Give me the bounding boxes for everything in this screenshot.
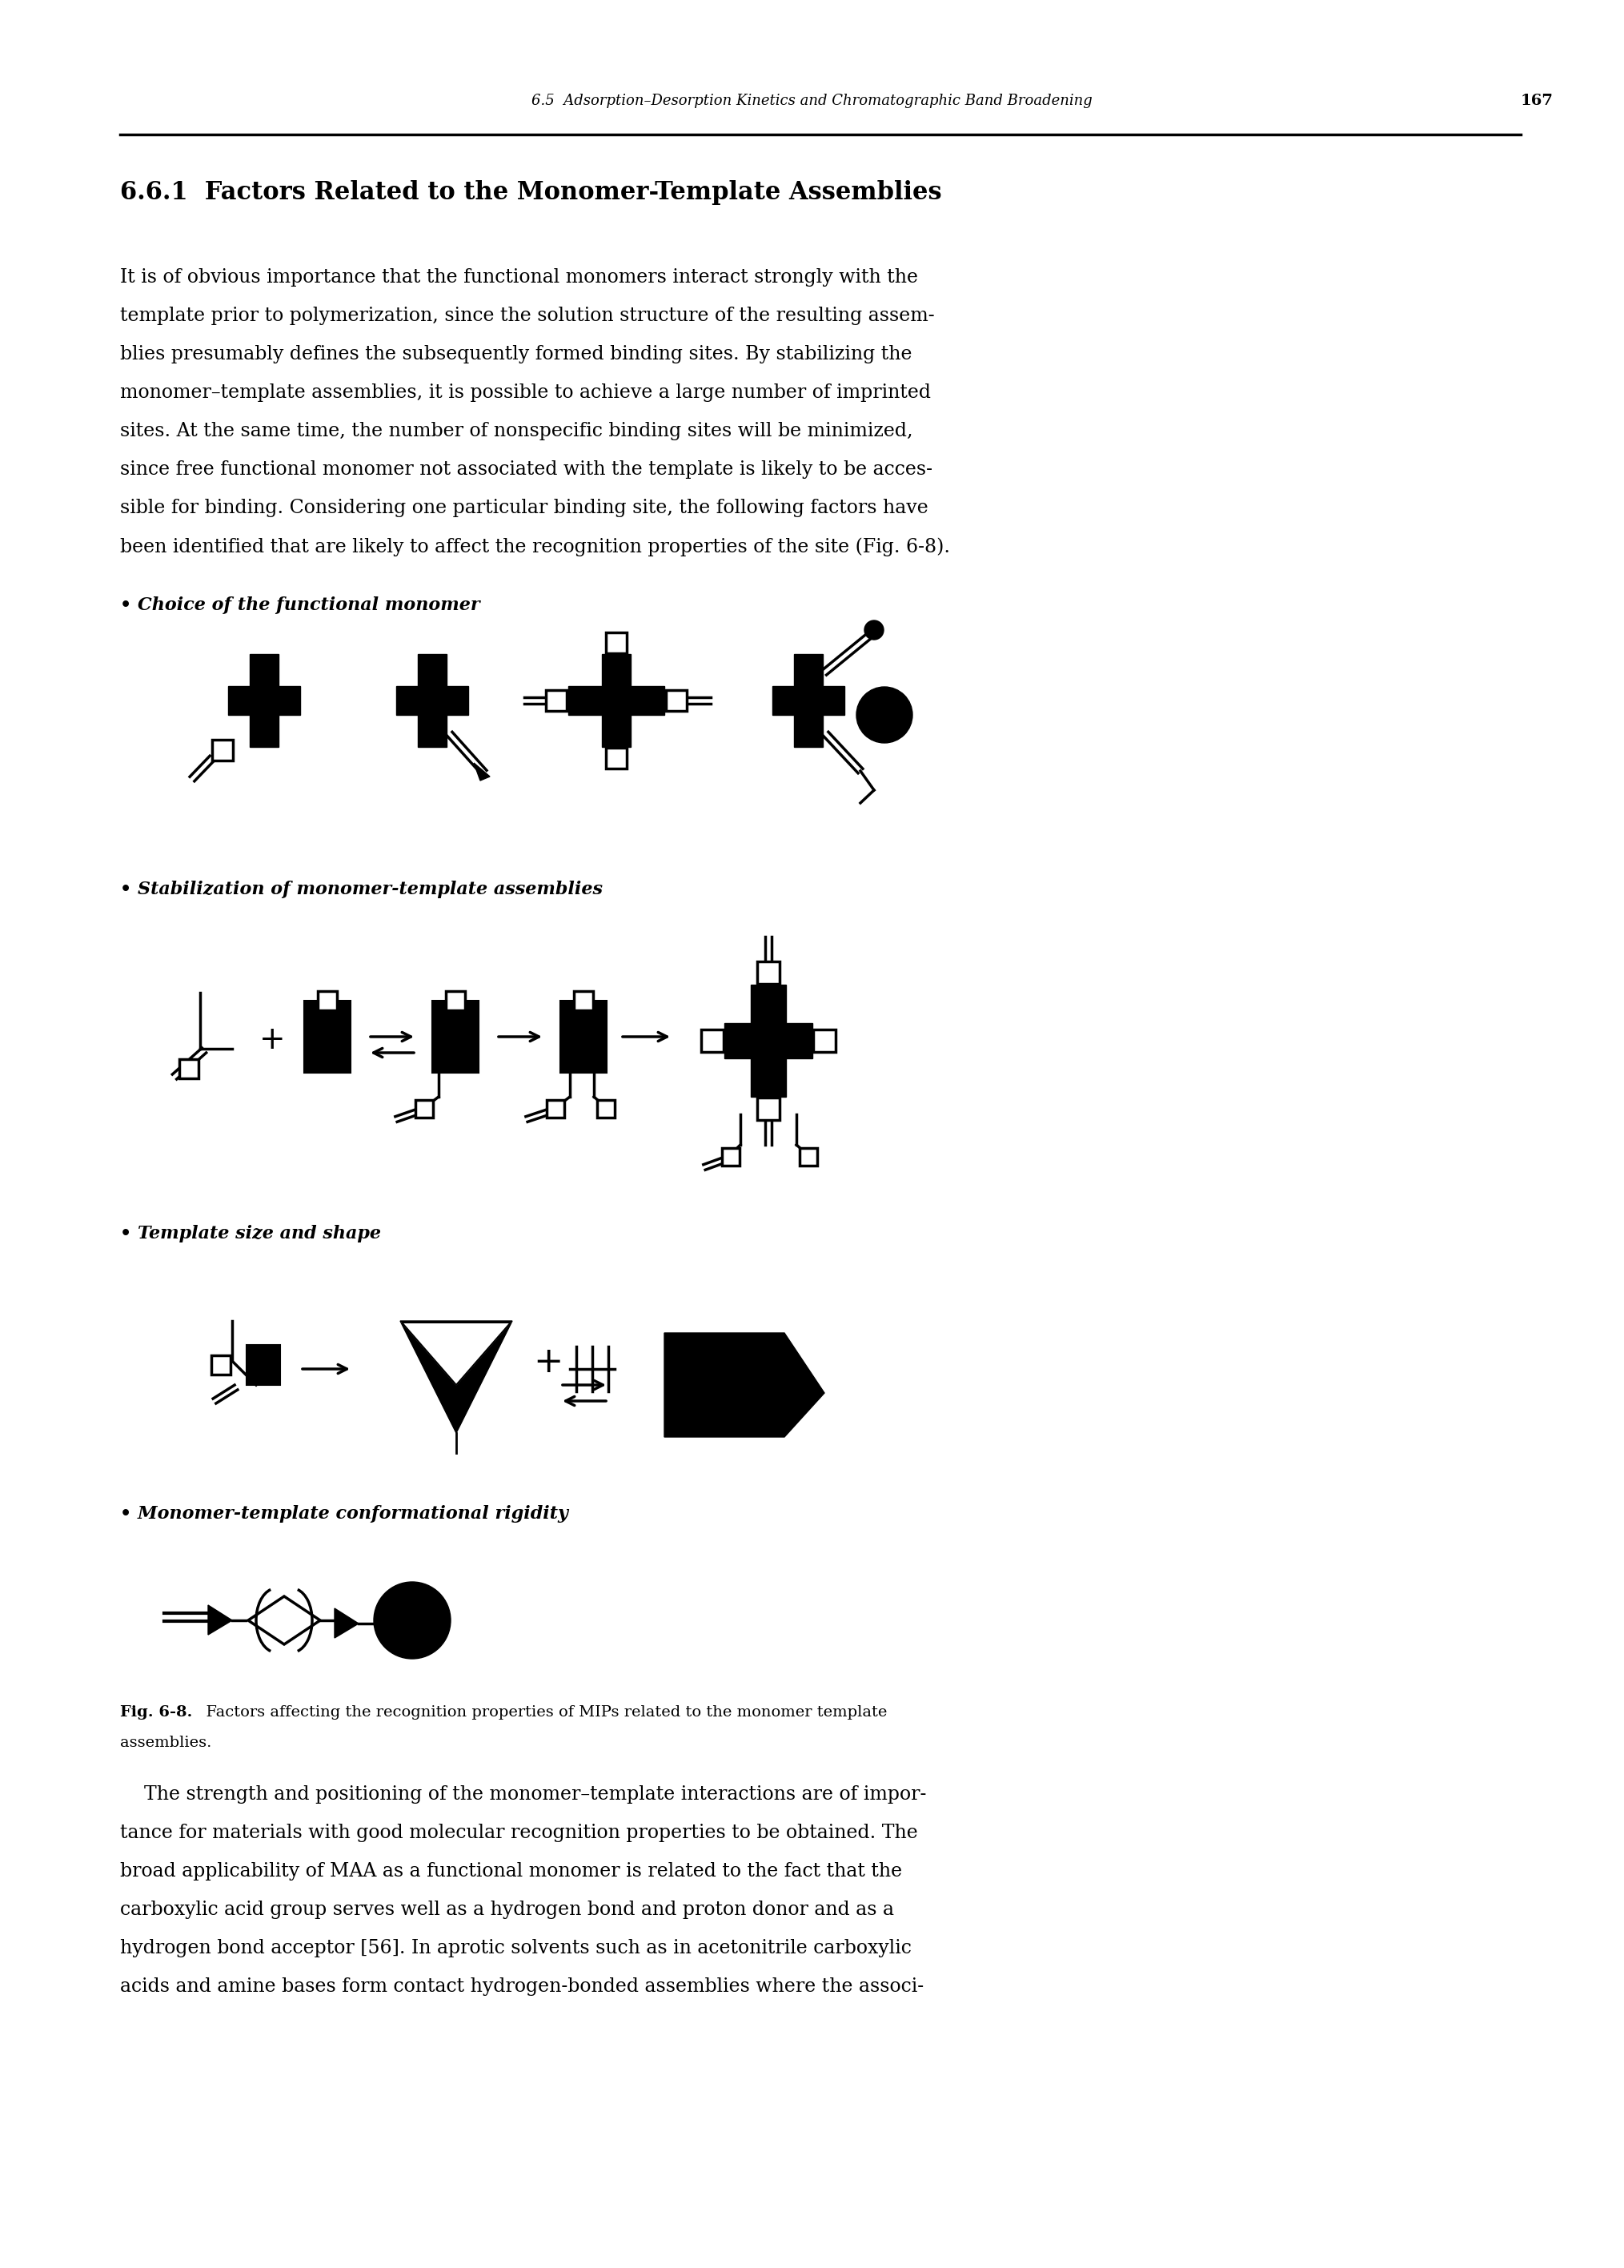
Text: broad applicability of MAA as a functional monomer is related to the fact that t: broad applicability of MAA as a function…	[120, 1862, 903, 1880]
Circle shape	[864, 621, 883, 640]
Polygon shape	[750, 984, 786, 1098]
Polygon shape	[757, 1098, 780, 1120]
Polygon shape	[432, 1000, 479, 1073]
Polygon shape	[250, 653, 279, 746]
Polygon shape	[208, 1606, 232, 1635]
Text: +: +	[533, 1345, 564, 1379]
Text: since free functional monomer not associated with the template is likely to be a: since free functional monomer not associ…	[120, 460, 932, 479]
Polygon shape	[179, 1059, 198, 1077]
Text: • Monomer-template conformational rigidity: • Monomer-template conformational rigidi…	[120, 1506, 568, 1522]
Polygon shape	[702, 1030, 724, 1052]
Text: been identified that are likely to affect the recognition properties of the site: been identified that are likely to affec…	[120, 538, 950, 556]
Polygon shape	[335, 1608, 359, 1637]
Text: carboxylic acid group serves well as a hydrogen bond and proton donor and as a: carboxylic acid group serves well as a h…	[120, 1901, 895, 1919]
Text: It is of obvious importance that the functional monomers interact strongly with : It is of obvious importance that the fun…	[120, 268, 918, 286]
Circle shape	[374, 1581, 450, 1658]
Polygon shape	[396, 687, 468, 714]
Text: 167: 167	[1520, 93, 1553, 109]
Polygon shape	[247, 1345, 279, 1386]
Polygon shape	[318, 991, 336, 1009]
Text: The strength and positioning of the monomer–template interactions are of impor-: The strength and positioning of the mono…	[120, 1785, 926, 1803]
Polygon shape	[573, 991, 593, 1009]
Polygon shape	[603, 653, 630, 746]
Text: hydrogen bond acceptor [56]. In aprotic solvents such as in acetonitrile carboxy: hydrogen bond acceptor [56]. In aprotic …	[120, 1939, 911, 1957]
Polygon shape	[474, 762, 490, 780]
Polygon shape	[723, 1148, 739, 1166]
Text: template prior to polymerization, since the solution structure of the resulting : template prior to polymerization, since …	[120, 306, 934, 324]
Polygon shape	[560, 1000, 607, 1073]
Text: tance for materials with good molecular recognition properties to be obtained. T: tance for materials with good molecular …	[120, 1823, 918, 1842]
Text: Fig. 6-8.: Fig. 6-8.	[120, 1706, 192, 1719]
Polygon shape	[417, 653, 447, 746]
Polygon shape	[773, 687, 844, 714]
Text: +: +	[260, 1025, 286, 1055]
Polygon shape	[547, 1100, 564, 1118]
Polygon shape	[606, 633, 627, 653]
Polygon shape	[606, 748, 627, 769]
Text: • Stabilization of monomer-template assemblies: • Stabilization of monomer-template asse…	[120, 880, 603, 898]
Text: sites. At the same time, the number of nonspecific binding sites will be minimiz: sites. At the same time, the number of n…	[120, 422, 913, 440]
Polygon shape	[304, 1000, 351, 1073]
Text: • Template size and shape: • Template size and shape	[120, 1225, 382, 1243]
Text: sible for binding. Considering one particular binding site, the following factor: sible for binding. Considering one parti…	[120, 499, 929, 517]
Polygon shape	[213, 739, 232, 760]
Polygon shape	[416, 1100, 434, 1118]
Polygon shape	[546, 689, 567, 710]
Polygon shape	[757, 962, 780, 984]
Polygon shape	[664, 1334, 825, 1438]
Polygon shape	[248, 1597, 320, 1644]
Polygon shape	[447, 991, 464, 1009]
Polygon shape	[598, 1100, 615, 1118]
Polygon shape	[211, 1356, 231, 1374]
Polygon shape	[568, 687, 664, 714]
Polygon shape	[227, 687, 300, 714]
Circle shape	[856, 687, 913, 744]
Polygon shape	[401, 1322, 510, 1386]
Text: 6.5  Adsorption–Desorption Kinetics and Chromatographic Band Broadening: 6.5 Adsorption–Desorption Kinetics and C…	[531, 93, 1091, 109]
Text: acids and amine bases form contact hydrogen-bonded assemblies where the associ-: acids and amine bases form contact hydro…	[120, 1978, 924, 1996]
Text: 6.6.1  Factors Related to the Monomer-Template Assemblies: 6.6.1 Factors Related to the Monomer-Tem…	[120, 179, 942, 204]
Polygon shape	[401, 1322, 510, 1386]
Text: blies presumably defines the subsequently formed binding sites. By stabilizing t: blies presumably defines the subsequentl…	[120, 345, 913, 363]
Text: • Choice of the functional monomer: • Choice of the functional monomer	[120, 596, 481, 615]
Polygon shape	[814, 1030, 836, 1052]
Polygon shape	[666, 689, 687, 710]
Polygon shape	[799, 1148, 817, 1166]
Text: assemblies.: assemblies.	[120, 1735, 211, 1751]
Polygon shape	[724, 1023, 812, 1059]
Text: Factors affecting the recognition properties of MIPs related to the monomer temp: Factors affecting the recognition proper…	[197, 1706, 887, 1719]
Text: monomer–template assemblies, it is possible to achieve a large number of imprint: monomer–template assemblies, it is possi…	[120, 383, 931, 401]
Polygon shape	[400, 1320, 512, 1433]
Polygon shape	[794, 653, 823, 746]
